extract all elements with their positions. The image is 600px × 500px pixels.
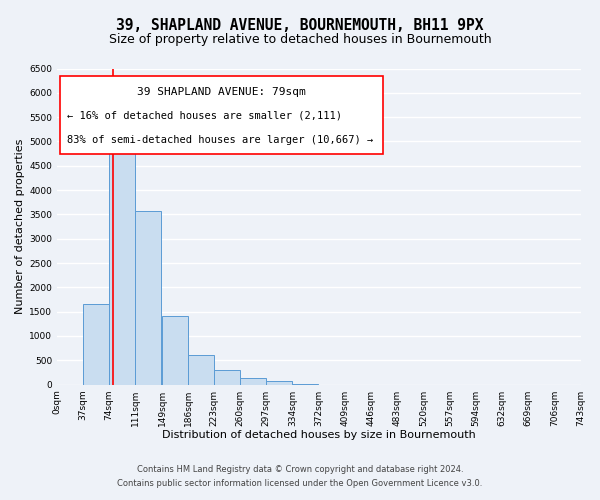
Bar: [135, 210, 161, 384]
Bar: [240, 378, 266, 384]
FancyBboxPatch shape: [59, 76, 383, 154]
Text: Size of property relative to detached houses in Bournemouth: Size of property relative to detached ho…: [109, 32, 491, 46]
Bar: [188, 355, 214, 384]
Text: Contains HM Land Registry data © Crown copyright and database right 2024.
Contai: Contains HM Land Registry data © Crown c…: [118, 466, 482, 487]
X-axis label: Distribution of detached houses by size in Bournemouth: Distribution of detached houses by size …: [162, 430, 476, 440]
Bar: [162, 316, 188, 384]
Bar: [266, 381, 292, 384]
Bar: [109, 139, 135, 384]
Text: 39, SHAPLAND AVENUE, BOURNEMOUTH, BH11 9PX: 39, SHAPLAND AVENUE, BOURNEMOUTH, BH11 9…: [116, 18, 484, 32]
Text: ← 16% of detached houses are smaller (2,111): ← 16% of detached houses are smaller (2,…: [67, 110, 343, 120]
Y-axis label: Number of detached properties: Number of detached properties: [15, 139, 25, 314]
Text: 39 SHAPLAND AVENUE: 79sqm: 39 SHAPLAND AVENUE: 79sqm: [137, 87, 306, 97]
Bar: [83, 304, 109, 384]
Bar: [214, 370, 240, 384]
Text: 83% of semi-detached houses are larger (10,667) →: 83% of semi-detached houses are larger (…: [67, 135, 374, 145]
